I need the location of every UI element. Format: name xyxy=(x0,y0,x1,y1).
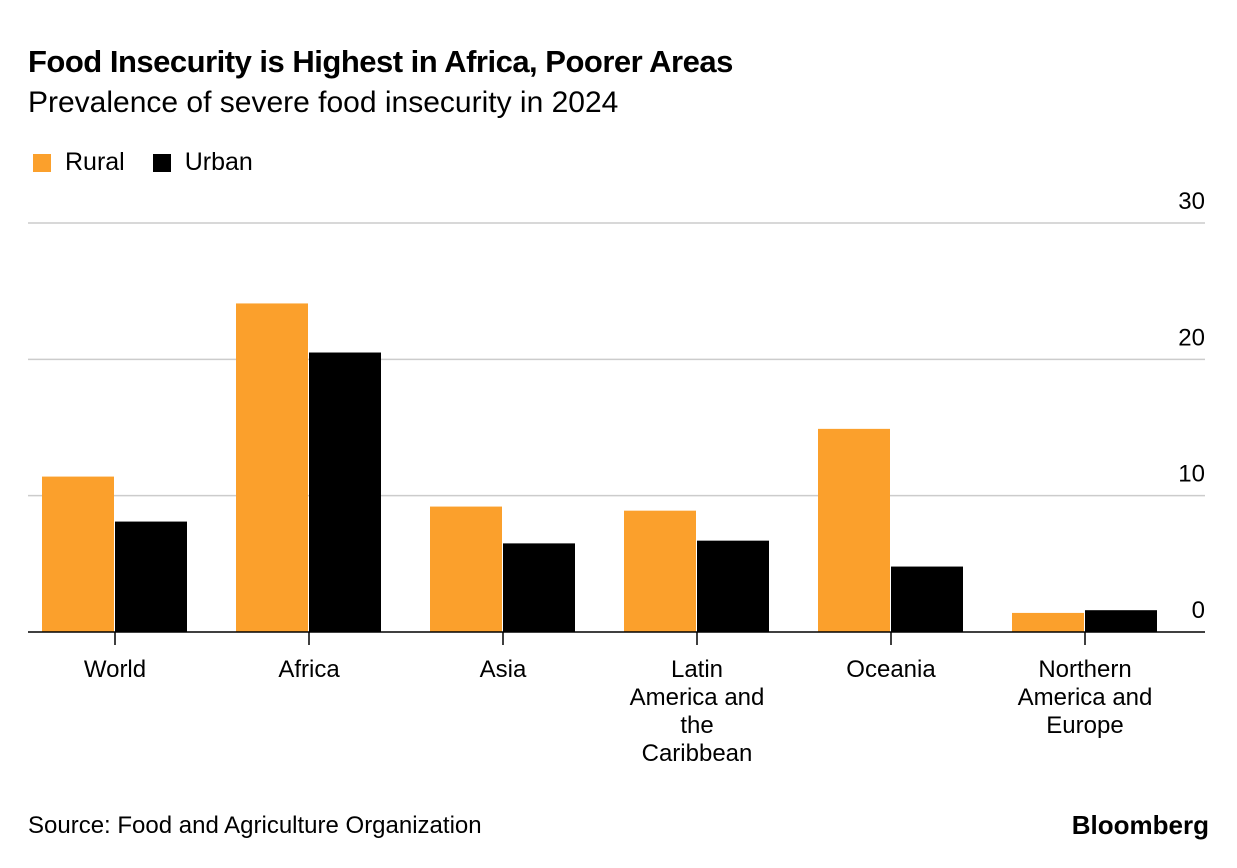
bar-urban xyxy=(309,352,381,632)
bar-urban xyxy=(503,543,575,632)
bar-rural xyxy=(430,506,502,632)
bar-rural xyxy=(818,428,890,632)
legend: Rural Urban xyxy=(33,148,281,177)
bar-chart: 0 10 20 30 World Africa Asia Latin America and th… xyxy=(28,188,1205,767)
y-tick-label: 0 xyxy=(1192,597,1205,624)
chart-title: Food Insecurity is Highest in Africa, Po… xyxy=(28,44,733,79)
source-note: Source: Food and Agriculture Organizatio… xyxy=(28,812,482,839)
legend-label-urban: Urban xyxy=(184,148,253,176)
x-tick-label: Latin America and the Caribbean xyxy=(630,656,765,767)
legend-swatch-urban xyxy=(152,153,171,172)
bar-urban xyxy=(115,521,187,632)
bar-rural xyxy=(42,476,114,632)
chart-subtitle: Prevalence of severe food insecurity in … xyxy=(28,86,619,119)
x-tick-label: World xyxy=(84,656,146,683)
x-tick-label: Northern America and Europe xyxy=(1018,656,1153,739)
y-tick-label: 20 xyxy=(1178,324,1205,351)
bar-urban xyxy=(891,566,963,632)
bloomberg-logo: Bloomberg xyxy=(1071,810,1209,840)
y-tick-label: 10 xyxy=(1178,461,1205,488)
y-tick-label: 30 xyxy=(1178,188,1205,215)
bar-rural xyxy=(236,303,308,632)
legend-swatch-rural xyxy=(33,153,51,172)
bar-rural xyxy=(624,510,696,632)
bar-urban xyxy=(697,540,769,632)
x-tick-label: Africa xyxy=(278,656,340,683)
legend-label-rural: Rural xyxy=(65,148,125,176)
x-tick-label: Asia xyxy=(480,656,527,683)
bar-urban xyxy=(1085,610,1157,632)
bar-rural xyxy=(1012,612,1084,632)
x-tick-label: Oceania xyxy=(846,656,936,683)
